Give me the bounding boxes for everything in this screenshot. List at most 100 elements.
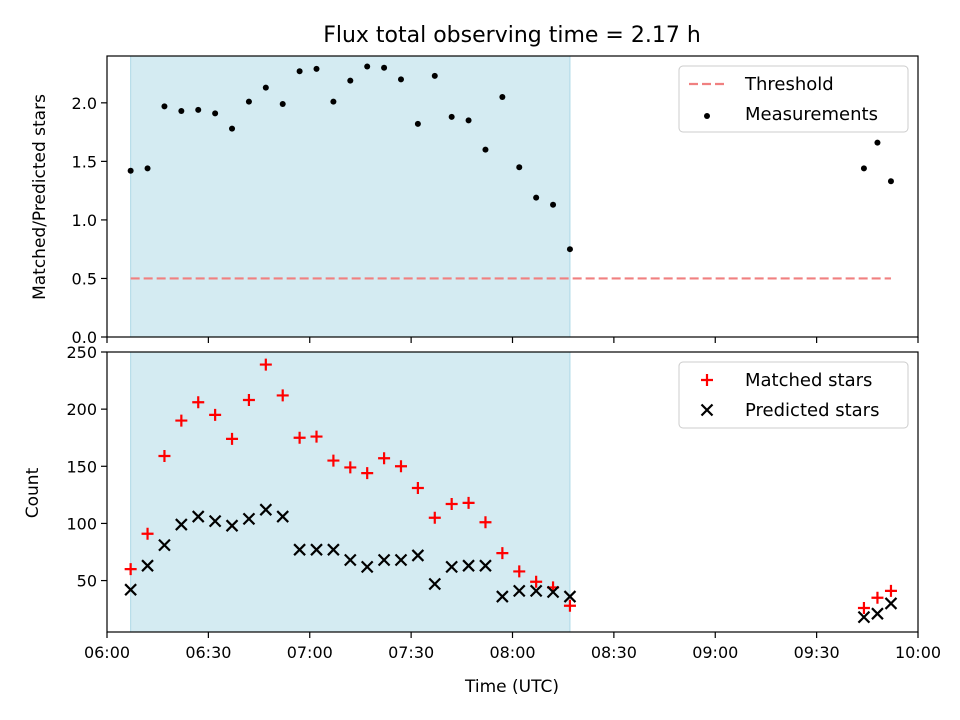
measurement-point <box>127 167 134 174</box>
y-tick-label: 2.0 <box>72 94 97 113</box>
chart-title: Flux total observing time = 2.17 h <box>323 23 701 48</box>
predicted-star-point <box>310 543 323 556</box>
predicted-star-point <box>191 510 205 523</box>
predicted-star-point <box>512 584 526 598</box>
matched-star-point <box>226 432 239 445</box>
predicted-star-point <box>563 590 577 603</box>
measurement-point <box>296 68 303 75</box>
predicted-star-point <box>529 584 543 598</box>
y-tick-label: 150 <box>66 457 97 476</box>
count-panel: 50 100 150 200 250 06:00 06:30 07:00 07:30 08:00 0… <box>66 343 941 662</box>
predicted-star-point <box>327 543 340 556</box>
legend-label: Measurements <box>745 104 878 125</box>
measurement-point <box>431 72 438 79</box>
matched-star-point <box>310 430 323 443</box>
measurement-point <box>499 93 506 100</box>
matched-star-point <box>445 498 458 510</box>
y-tick-label: 100 <box>66 514 97 533</box>
predicted-star-point <box>411 549 425 562</box>
y-tick-label: 1.5 <box>72 152 97 171</box>
measurement-point <box>414 120 421 127</box>
predicted-star-point <box>394 553 408 567</box>
measurement-point <box>178 108 185 115</box>
y-tick-label: 200 <box>66 400 97 419</box>
predicted-star-point <box>259 503 273 516</box>
matched-star-point <box>496 547 509 560</box>
matched-star-point <box>871 591 884 604</box>
matched-star-point <box>394 460 407 473</box>
matched-star-point <box>378 452 391 465</box>
predicted-star-point <box>462 559 475 572</box>
predicted-star-point <box>208 514 222 528</box>
predicted-star-point <box>857 610 871 624</box>
measurement-point <box>566 246 573 253</box>
x-tick-label: 07:30 <box>388 643 434 662</box>
predicted-star-point <box>242 512 256 526</box>
measurement-point <box>516 164 523 171</box>
ratio-panel: 0.0 0.5 1.0 1.5 2.0 Threshold Measurements <box>72 55 919 347</box>
predicted-star-point <box>546 585 560 599</box>
measurement-point <box>860 165 867 172</box>
matched-star-point <box>857 602 870 614</box>
measurement-point <box>482 146 489 153</box>
measurement-point <box>347 77 354 84</box>
y-tick-label: 1.0 <box>72 211 97 230</box>
matched-star-point <box>175 414 188 427</box>
matched-star-point <box>293 431 306 444</box>
measurement-point <box>874 139 881 146</box>
bottom-y-axis-label: Count <box>23 467 43 518</box>
legend-box <box>678 361 909 429</box>
matched-star-point <box>428 511 441 524</box>
matched-star-point <box>124 563 137 576</box>
matched-star-point <box>259 358 272 371</box>
top-y-axis-label: Matched/Predicted stars <box>30 94 50 300</box>
measurement-point <box>195 106 202 113</box>
measurement-point <box>330 98 337 105</box>
x-axis-label: Time (UTC) <box>464 677 559 697</box>
matched-star-point <box>411 482 424 494</box>
predicted-star-point <box>479 559 492 572</box>
measurement-point <box>144 165 151 172</box>
x-tick-label: 08:30 <box>591 643 637 662</box>
predicted-star-point <box>445 560 458 574</box>
measurement-point <box>245 98 252 105</box>
legend-measurement-swatch <box>704 113 710 119</box>
measurement-point <box>533 194 540 201</box>
predicted-star-point <box>124 583 137 596</box>
measurement-point <box>364 63 371 70</box>
matched-star-point <box>276 389 289 402</box>
legend-label: Predicted stars <box>745 400 879 421</box>
matched-star-point <box>530 575 543 588</box>
measurement-point <box>887 178 894 185</box>
matched-star-point <box>242 394 255 406</box>
measurement-point <box>465 117 472 124</box>
matched-star-point <box>462 496 475 509</box>
x-tick-label: 06:00 <box>84 643 130 662</box>
matched-star-point <box>361 467 374 480</box>
legend-predicted-swatch <box>700 403 714 417</box>
measurement-point <box>448 113 455 120</box>
x-tick-label: 07:00 <box>287 643 333 662</box>
legend-matched-swatch <box>701 374 713 386</box>
matched-star-point <box>192 396 205 409</box>
predicted-star-point <box>496 590 509 603</box>
x-tick-label: 10:00 <box>895 643 941 662</box>
matched-star-point <box>344 461 357 474</box>
predicted-star-point <box>871 607 884 620</box>
predicted-star-point <box>377 553 391 567</box>
observing-interval-shade <box>130 351 571 633</box>
measurement-point <box>381 64 388 71</box>
matched-star-point <box>479 516 492 529</box>
x-tick-label: 06:30 <box>185 643 231 662</box>
measurement-point <box>229 125 236 132</box>
x-tick-label: 08:00 <box>489 643 535 662</box>
matched-star-point <box>141 527 154 540</box>
measurement-point <box>397 76 404 83</box>
predicted-star-point <box>360 560 374 574</box>
predicted-star-point <box>428 577 442 591</box>
predicted-star-point <box>158 538 171 552</box>
legend-label: Matched stars <box>745 370 872 391</box>
measurement-point <box>161 103 168 110</box>
predicted-star-point <box>225 519 239 532</box>
